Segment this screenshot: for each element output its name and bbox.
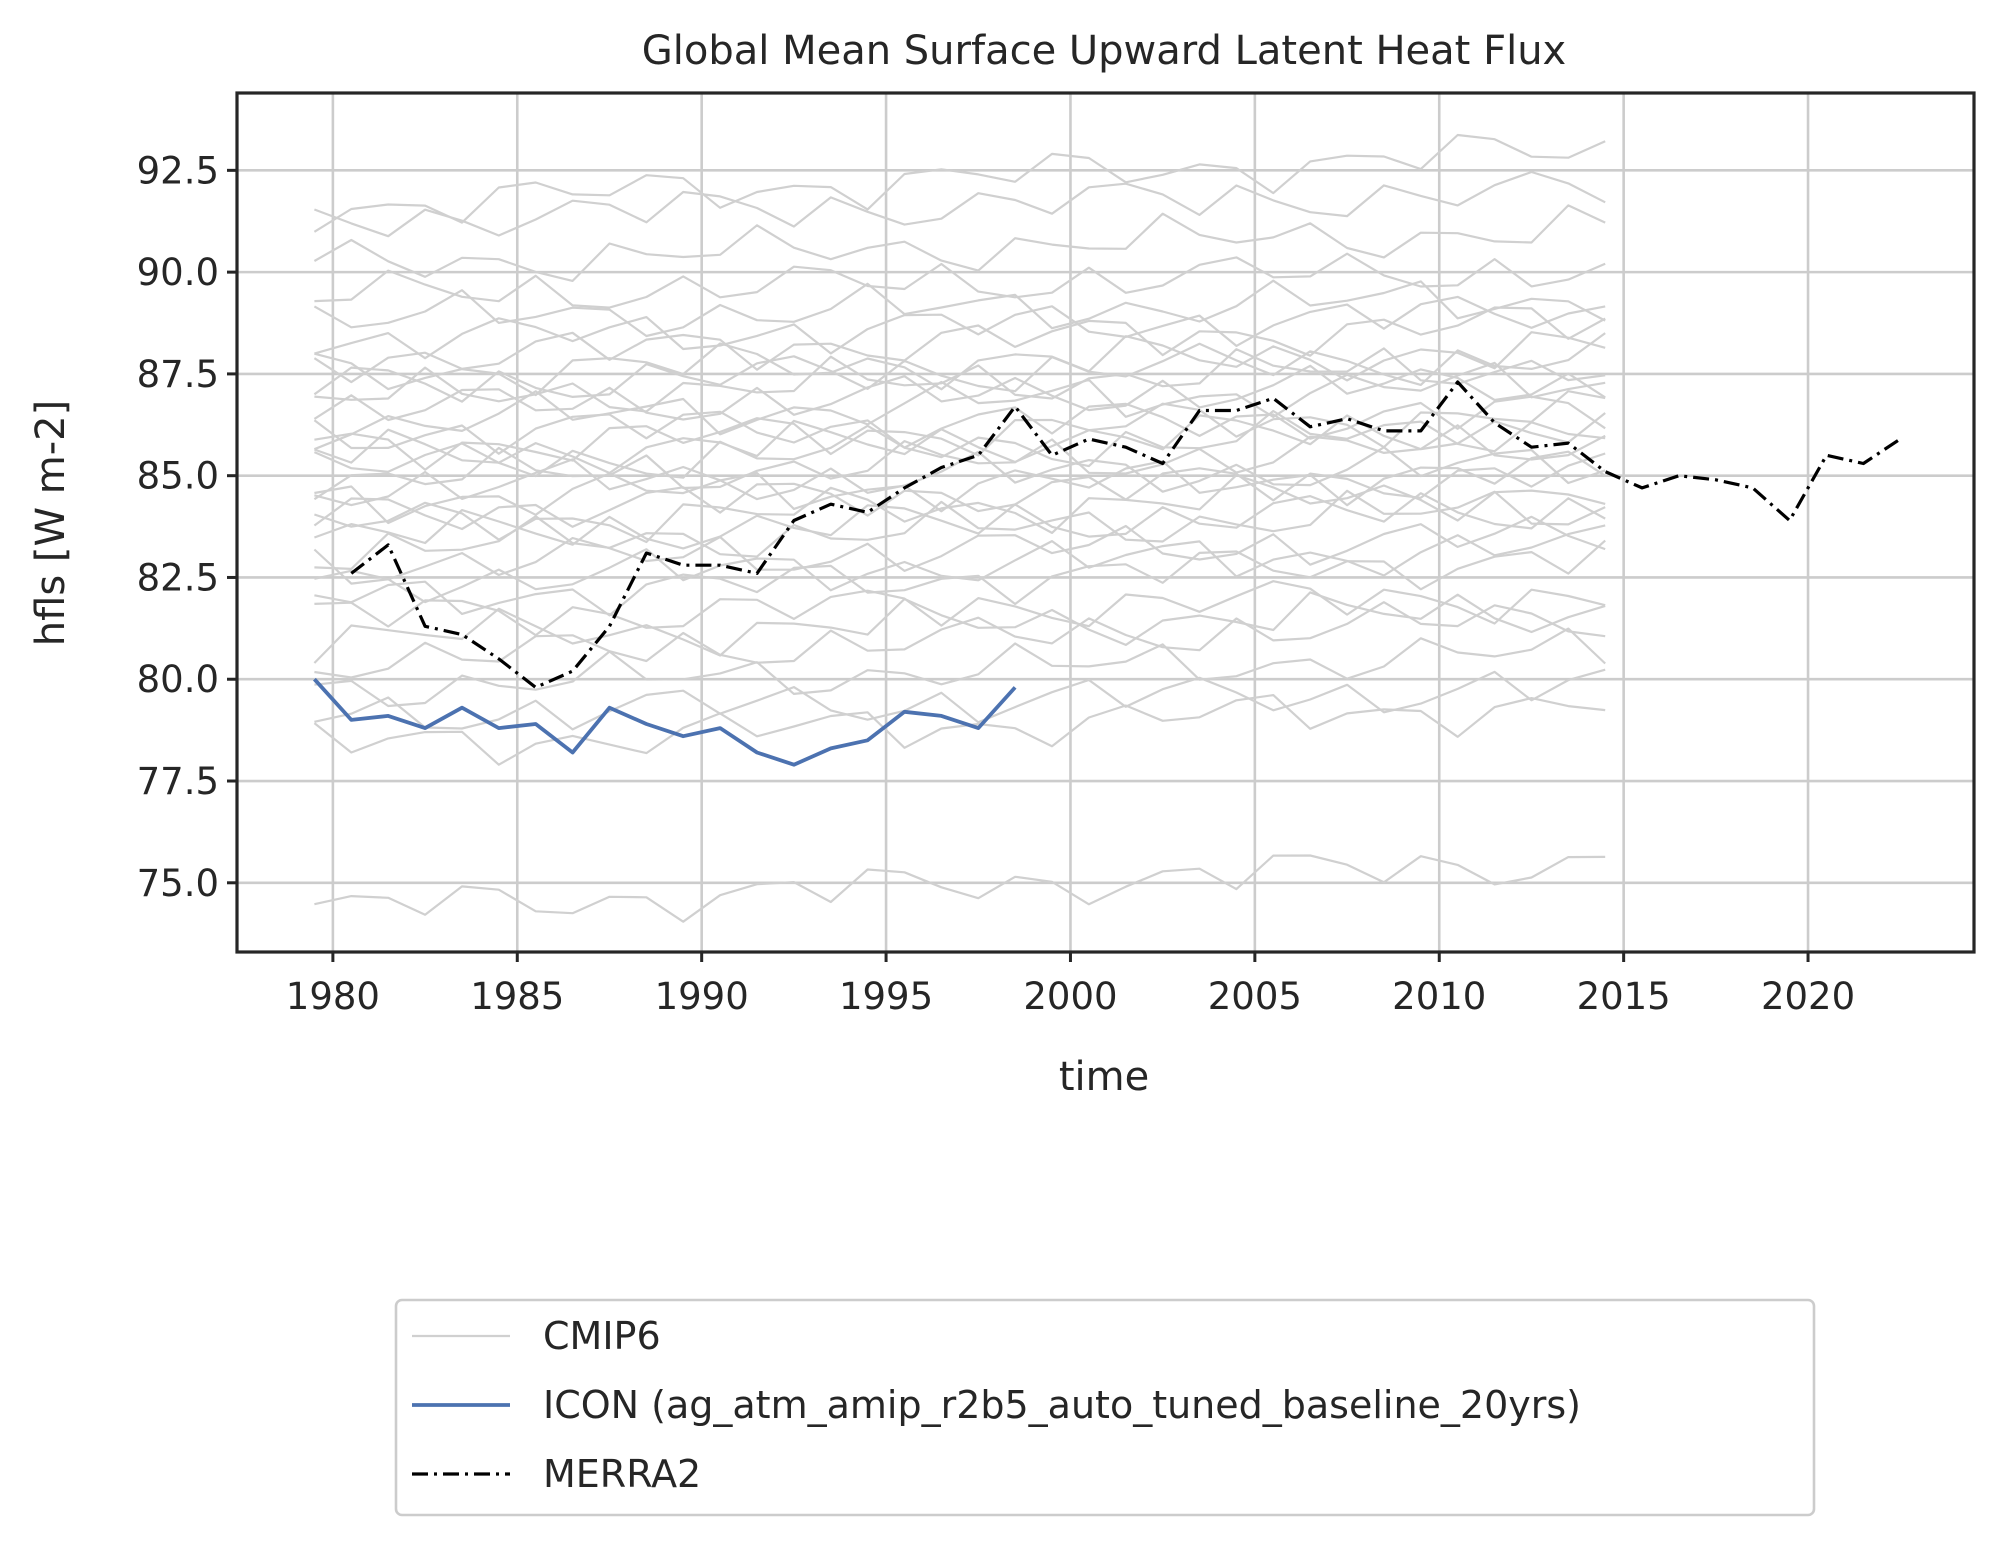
x-axis-label: time (1059, 1054, 1149, 1100)
cmip6-model-line (313, 424, 1606, 501)
cmip6-series-group (313, 133, 1606, 923)
y-tick-label: 80.0 (137, 658, 219, 701)
y-tick-label: 90.0 (137, 251, 219, 294)
cmip6-model-line (314, 489, 1606, 571)
cmip6-model-line (313, 452, 1606, 531)
cmip6-model-line (313, 364, 1606, 422)
cmip6-model-line (313, 591, 1606, 664)
legend: CMIP6 ICON (ag_atm_amip_r2b5_auto_tuned_… (394, 1298, 1816, 1517)
cmip6-model-line (314, 474, 1606, 544)
chart-title: Global Mean Surface Upward Latent Heat F… (642, 28, 1566, 74)
merra2-series-line (350, 380, 1902, 690)
y-tick-label: 75.0 (137, 862, 219, 905)
x-tick-label: 2015 (1577, 975, 1671, 1018)
cmip6-model-line (314, 412, 1606, 475)
cmip6-model-line (313, 693, 1606, 766)
cmip6-model-line (314, 627, 1606, 708)
cmip6-model-line (313, 279, 1606, 338)
y-axis-label: hfls [W m-2] (28, 400, 74, 646)
cmip6-model-line (313, 204, 1606, 282)
y-tick-label: 82.5 (137, 556, 219, 599)
y-tick-label: 85.0 (137, 455, 219, 498)
cmip6-model-line (313, 332, 1606, 403)
cmip6-model-line (314, 601, 1606, 679)
cmip6-model-line (313, 395, 1606, 455)
cmip6-model-line (314, 492, 1606, 550)
cmip6-model-line (313, 306, 1606, 384)
legend-label-merra2: MERRA2 (543, 1452, 701, 1496)
series-group (312, 380, 1902, 767)
cmip6-model-line (313, 133, 1606, 233)
cmip6-model-line (314, 854, 1606, 923)
axis-ticks: 1980 1985 1990 1995 2000 2005 2010 2015 2020 75.0… (137, 149, 1856, 1018)
cmip6-model-line (314, 450, 1606, 525)
legend-label-icon: ICON (ag_atm_amip_r2b5_auto_tuned_baseli… (543, 1383, 1581, 1427)
legend-label-cmip6: CMIP6 (543, 1314, 661, 1358)
x-tick-label: 1990 (655, 975, 749, 1018)
x-tick-label: 2020 (1761, 975, 1855, 1018)
cmip6-model-line (314, 170, 1606, 238)
x-tick-label: 2010 (1392, 975, 1486, 1018)
x-tick-label: 1980 (286, 975, 380, 1018)
x-tick-label: 1995 (839, 975, 933, 1018)
grid (237, 93, 1974, 952)
cmip6-model-line (314, 524, 1606, 604)
y-tick-label: 92.5 (137, 149, 219, 192)
plot-frame (235, 91, 1976, 954)
x-tick-label: 1985 (470, 975, 564, 1018)
cmip6-model-line (314, 668, 1606, 731)
cmip6-model-line (314, 295, 1606, 360)
y-tick-label: 77.5 (137, 760, 219, 803)
cmip6-model-line (314, 390, 1606, 471)
x-tick-label: 2000 (1023, 975, 1117, 1018)
icon-series-line (312, 677, 1017, 767)
legend-box (394, 1298, 1816, 1517)
y-tick-label: 87.5 (137, 353, 219, 396)
cmip6-model-line (314, 580, 1606, 637)
cmip6-model-line (314, 252, 1606, 309)
cmip6-model-line (313, 515, 1606, 585)
x-tick-label: 2005 (1208, 975, 1302, 1018)
cmip6-model-line (314, 331, 1606, 397)
